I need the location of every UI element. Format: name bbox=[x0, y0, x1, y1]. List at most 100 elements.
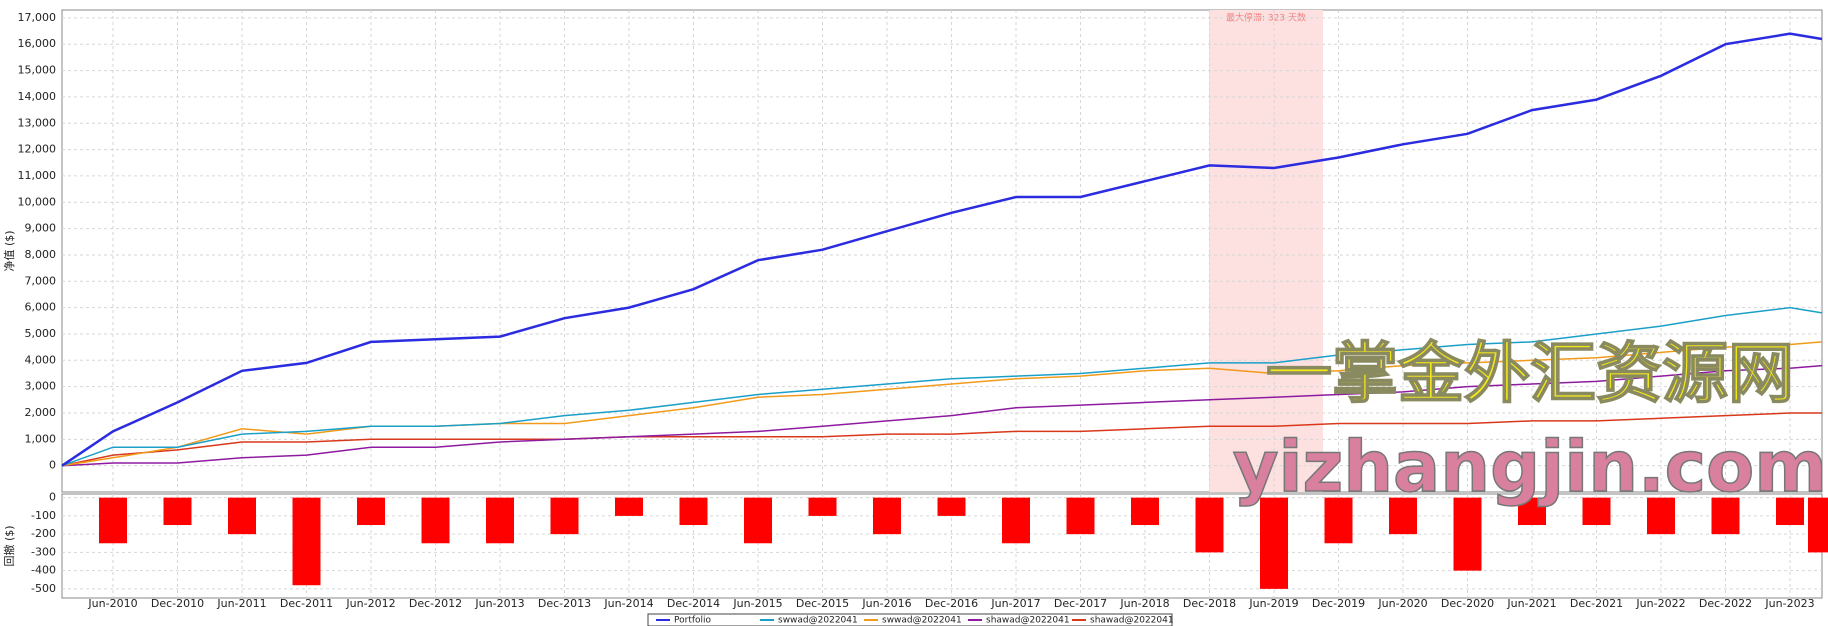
x-tick-label: Dec-2013 bbox=[538, 597, 591, 610]
y-tick-label: 0 bbox=[49, 491, 56, 504]
drawdown-bar bbox=[1647, 497, 1675, 535]
drawdown-bar bbox=[1776, 497, 1804, 526]
x-tick-label: Dec-2014 bbox=[667, 597, 720, 610]
y-tick-label: -200 bbox=[31, 527, 56, 540]
drawdown-bar bbox=[486, 497, 514, 544]
y-tick-label: 9,000 bbox=[25, 222, 57, 235]
y-tick-label: 13,000 bbox=[18, 116, 57, 129]
x-tick-label: Dec-2017 bbox=[1054, 597, 1107, 610]
x-tick-label: Jun-2015 bbox=[732, 597, 782, 610]
y-tick-label: 14,000 bbox=[18, 90, 57, 103]
y-tick-label: 11,000 bbox=[18, 169, 57, 182]
drawdown-bar bbox=[228, 497, 256, 535]
legend-box bbox=[647, 613, 1173, 626]
drawdown-bar bbox=[1324, 497, 1353, 544]
drawdown-bar bbox=[937, 497, 966, 516]
drawdown-bar bbox=[1389, 497, 1417, 535]
legend-label: swwad@2022041 bbox=[882, 616, 962, 626]
x-tick-label: Dec-2010 bbox=[151, 597, 204, 610]
drawdown-bar bbox=[163, 497, 192, 526]
drawdown-bar bbox=[550, 497, 579, 535]
y-tick-label: 1,000 bbox=[25, 432, 57, 445]
y-tick-label: 16,000 bbox=[18, 37, 57, 50]
x-tick-label: Dec-2015 bbox=[796, 597, 849, 610]
x-tick-label: Jun-2018 bbox=[1119, 597, 1169, 610]
y-tick-label: 17,000 bbox=[18, 11, 57, 24]
legend: Portfolio swwad@2022041 swwad@2022041 shawa… bbox=[647, 613, 1174, 626]
drawdown-bar bbox=[1195, 497, 1224, 553]
drawdown-bar bbox=[1002, 497, 1030, 544]
legend-label: swwad@2022041 bbox=[778, 616, 858, 626]
x-tick-label: Jun-2013 bbox=[474, 597, 524, 610]
x-tick-label: Jun-2010 bbox=[87, 597, 137, 610]
drawdown-bar bbox=[1260, 497, 1288, 589]
drawdown-bar bbox=[808, 497, 837, 516]
drawdown-bar bbox=[615, 497, 643, 516]
series-line bbox=[61, 412, 1822, 467]
drawdown-bar bbox=[1453, 497, 1482, 571]
stagnation-region bbox=[1209, 10, 1323, 492]
drawdown-bar bbox=[357, 497, 385, 526]
drawdown-bar bbox=[1582, 497, 1611, 526]
y-tick-label: 12,000 bbox=[18, 143, 57, 156]
drawdown-bar bbox=[1808, 497, 1828, 553]
legend-label: shawad@2022041 bbox=[986, 616, 1070, 626]
x-tick-label: Jun-2021 bbox=[1506, 597, 1556, 610]
y-tick-label: 3,000 bbox=[25, 380, 57, 393]
y-tick-label: 15,000 bbox=[18, 64, 57, 77]
legend-label: shawad@2022041 bbox=[1090, 616, 1174, 626]
drawdown-bar bbox=[99, 497, 127, 544]
drawdown-bar bbox=[292, 497, 321, 586]
main-plot-frame bbox=[61, 9, 1823, 493]
series-line bbox=[61, 364, 1823, 467]
y-tick-label: 4,000 bbox=[25, 353, 57, 366]
x-tick-label: Jun-2019 bbox=[1248, 597, 1298, 610]
drawdown-bar bbox=[1131, 497, 1159, 526]
x-tick-label: Jun-2014 bbox=[603, 597, 653, 610]
x-tick-label: Jun-2012 bbox=[345, 597, 395, 610]
series-line bbox=[61, 341, 1823, 467]
x-tick-label: Dec-2021 bbox=[1570, 597, 1623, 610]
x-tick-label: Jun-2016 bbox=[861, 597, 911, 610]
watermark: yizhangjin.com bbox=[1233, 426, 1827, 508]
drawdown-bar bbox=[1711, 497, 1740, 535]
y-tick-label: -100 bbox=[31, 509, 56, 522]
x-tick-label: Dec-2012 bbox=[409, 597, 462, 610]
y-tick-label: 7,000 bbox=[25, 274, 57, 287]
x-tick-label: Jun-2022 bbox=[1635, 597, 1685, 610]
drawdown-bar bbox=[1066, 497, 1095, 535]
x-tick-label: Dec-2016 bbox=[925, 597, 978, 610]
series-line bbox=[61, 32, 1823, 467]
y-tick-label: 10,000 bbox=[18, 195, 57, 208]
x-tick-label: Dec-2022 bbox=[1699, 597, 1752, 610]
y-tick-label: 0 bbox=[49, 459, 56, 472]
x-tick-label: Dec-2018 bbox=[1183, 597, 1236, 610]
x-tick-label: Dec-2019 bbox=[1312, 597, 1365, 610]
legend-label: Portfolio bbox=[674, 616, 712, 626]
y-tick-label: -400 bbox=[31, 564, 56, 577]
drawdown-axis-label: 回撤 ($) bbox=[2, 525, 16, 566]
y-tick-label: 6,000 bbox=[25, 301, 57, 314]
x-tick-label: Jun-2011 bbox=[216, 597, 266, 610]
watermark: 一掌金外汇资源网 bbox=[1266, 335, 1794, 412]
y-tick-label: -500 bbox=[31, 582, 56, 595]
x-tick-label: Dec-2011 bbox=[280, 597, 333, 610]
x-tick-label: Jun-2017 bbox=[990, 597, 1040, 610]
drawdown-bar bbox=[1518, 497, 1546, 526]
y-axis-label: 净值 ($) bbox=[2, 230, 16, 271]
drawdown-bar bbox=[873, 497, 901, 535]
drawdown-bar bbox=[421, 497, 450, 544]
x-tick-label: Jun-2023 bbox=[1764, 597, 1814, 610]
series-line bbox=[61, 306, 1823, 467]
x-tick-label: Dec-2020 bbox=[1441, 597, 1494, 610]
x-tick-label: Jun-2020 bbox=[1377, 597, 1427, 610]
y-tick-label: 2,000 bbox=[25, 406, 57, 419]
stagnation-annotation: 最大停滞: 323 天数 bbox=[1226, 12, 1306, 24]
drawdown-bar bbox=[744, 497, 772, 544]
y-tick-label: -300 bbox=[31, 545, 56, 558]
drawdown-bar bbox=[679, 497, 708, 526]
y-tick-label: 8,000 bbox=[25, 248, 57, 261]
y-tick-label: 5,000 bbox=[25, 327, 57, 340]
